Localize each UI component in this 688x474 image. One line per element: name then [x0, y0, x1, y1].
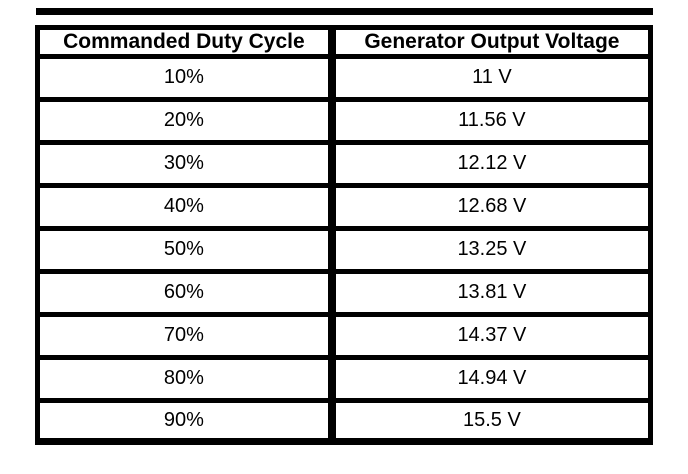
duty-cycle-cell: 20% — [40, 101, 332, 145]
table-header-row: Commanded Duty Cycle Generator Output Vo… — [40, 30, 648, 59]
duty-cycle-cell: 50% — [40, 230, 332, 274]
table-row: 90% 15.5 V — [40, 402, 648, 438]
table-row: 60% 13.81 V — [40, 273, 648, 317]
table-row: 80% 14.94 V — [40, 359, 648, 403]
table-body: 10% 11 V 20% 11.56 V 30% 12.12 V 40% 12.68 V 50%… — [40, 59, 648, 438]
voltage-cell: 13.25 V — [331, 230, 648, 274]
table-row: 10% 11 V — [40, 59, 648, 102]
voltage-cell: 12.12 V — [331, 144, 648, 188]
table-row: 70% 14.37 V — [40, 316, 648, 360]
duty-cycle-cell: 30% — [40, 144, 332, 188]
table-row: 30% 12.12 V — [40, 144, 648, 188]
voltage-cell: 14.37 V — [331, 316, 648, 360]
duty-cycle-cell: 40% — [40, 187, 332, 231]
top-rule — [36, 8, 653, 15]
duty-cycle-cell: 10% — [40, 59, 332, 102]
duty-cycle-voltage-table-frame: Commanded Duty Cycle Generator Output Vo… — [35, 25, 653, 445]
voltage-cell: 13.81 V — [331, 273, 648, 317]
duty-cycle-cell: 80% — [40, 359, 332, 403]
voltage-cell: 12.68 V — [331, 187, 648, 231]
duty-cycle-voltage-table: Commanded Duty Cycle Generator Output Vo… — [40, 30, 648, 438]
table-row: 50% 13.25 V — [40, 230, 648, 274]
voltage-cell: 15.5 V — [331, 402, 648, 438]
column-header-output-voltage: Generator Output Voltage — [331, 30, 648, 59]
column-header-duty-cycle: Commanded Duty Cycle — [40, 30, 332, 59]
voltage-cell: 11 V — [331, 59, 648, 102]
duty-cycle-cell: 70% — [40, 316, 332, 360]
duty-cycle-cell: 90% — [40, 402, 332, 438]
voltage-cell: 11.56 V — [331, 101, 648, 145]
table-row: 20% 11.56 V — [40, 101, 648, 145]
voltage-cell: 14.94 V — [331, 359, 648, 403]
table-row: 40% 12.68 V — [40, 187, 648, 231]
duty-cycle-cell: 60% — [40, 273, 332, 317]
